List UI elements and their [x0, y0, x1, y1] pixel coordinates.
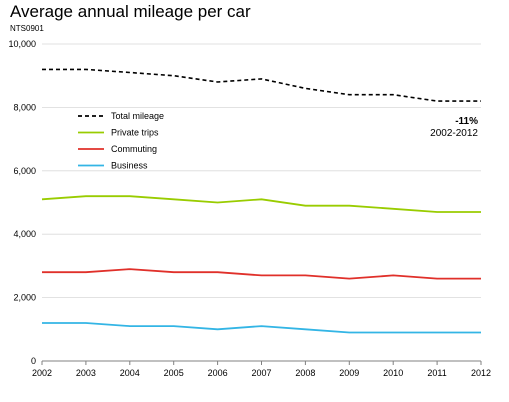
legend-label: Private trips — [111, 128, 159, 138]
legend-label: Business — [111, 161, 148, 171]
change-period-label: 2002-2012 — [430, 128, 478, 139]
chart-subtitle: NTS0901 — [10, 24, 44, 33]
x-tick-label: 2009 — [339, 368, 359, 378]
y-tick-label: 0 — [31, 356, 36, 366]
y-tick-label: 8,000 — [13, 102, 36, 112]
series-line-business — [42, 322, 481, 334]
y-tick-label: 4,000 — [13, 229, 36, 239]
x-tick-label: 2007 — [251, 368, 271, 378]
change-percent-label: -11% — [455, 116, 478, 127]
x-tick-label: 2006 — [208, 368, 228, 378]
y-tick-label: 2,000 — [13, 293, 36, 303]
x-tick-label: 2003 — [76, 368, 96, 378]
series-line-private-trips — [41, 195, 481, 213]
annotation: -11% 2002-2012 — [430, 116, 478, 139]
x-tick-label: 2005 — [164, 368, 184, 378]
gridlines — [42, 43, 481, 299]
axes: 0 2,000 4,000 6,000 8,000 10,000 2002 2003 2004 2… — [8, 39, 491, 378]
x-tick-label: 2011 — [427, 368, 446, 378]
y-tick-label: 6,000 — [13, 166, 36, 176]
chart-title: Average annual mileage per car — [10, 2, 251, 21]
x-tick-label: 2010 — [383, 368, 403, 378]
x-tick-label: 2004 — [120, 368, 140, 378]
legend-label: Commuting — [111, 144, 157, 154]
legend: Total mileage Private trips Commuting Busin… — [78, 111, 164, 171]
series-lines — [41, 68, 481, 334]
series-line-commuting — [42, 268, 481, 280]
x-tick-label: 2002 — [32, 368, 52, 378]
x-tick-label: 2012 — [471, 368, 491, 378]
series-line-total-mileage — [42, 68, 481, 102]
y-tick-label: 10,000 — [8, 39, 36, 49]
legend-label: Total mileage — [111, 111, 164, 121]
x-tick-label: 2008 — [295, 368, 315, 378]
